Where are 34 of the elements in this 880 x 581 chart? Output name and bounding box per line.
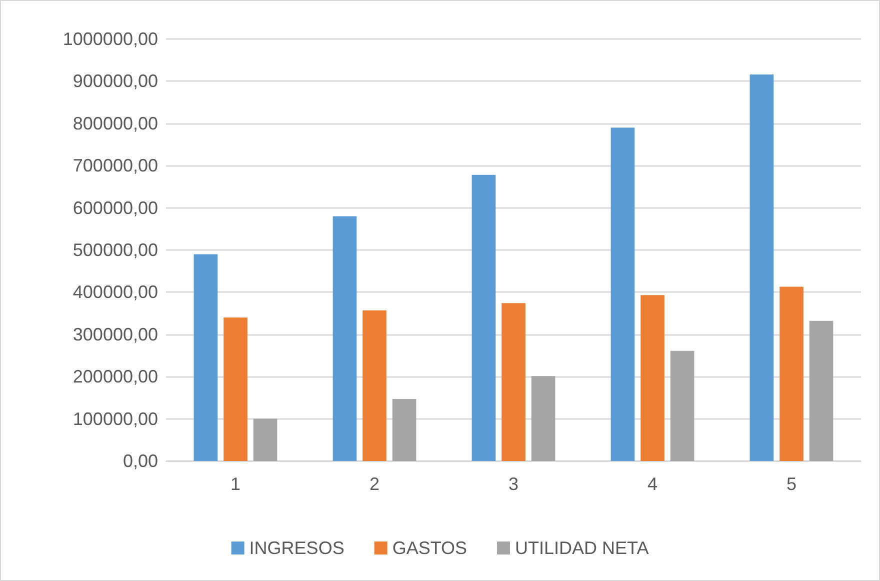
y-tick-label: 1000000,00 [62, 29, 158, 49]
bar [392, 398, 416, 461]
bar [332, 216, 357, 461]
legend-label: GASTOS [392, 538, 468, 558]
bar [224, 318, 248, 461]
y-tick-label: 900000,00 [72, 71, 158, 92]
bar [640, 295, 664, 461]
x-tick-label: 1 [230, 474, 241, 494]
y-tick-label: 100000,00 [72, 408, 158, 429]
legend-label: UTILIDAD NETA [515, 538, 649, 558]
bar [194, 254, 218, 461]
bar [750, 74, 774, 461]
y-tick-label: 800000,00 [72, 113, 158, 134]
bar [531, 376, 556, 461]
bar [809, 320, 834, 461]
y-tick-label: 600000,00 [72, 198, 158, 218]
y-tick-label: 700000,00 [72, 156, 158, 176]
x-tick-label: 4 [647, 474, 658, 494]
bar [502, 303, 526, 461]
x-tick-label: 2 [369, 474, 380, 494]
y-tick-label: 400000,00 [72, 282, 158, 302]
bar [253, 418, 278, 461]
bar [610, 128, 635, 461]
x-tick-label: 3 [508, 474, 519, 494]
bar [780, 286, 804, 461]
bar [472, 174, 496, 461]
y-tick-label: 300000,00 [72, 324, 158, 344]
bar [362, 310, 386, 461]
bar [670, 350, 694, 461]
legend-label: INGRESOS [249, 538, 344, 558]
y-tick-label: 500000,00 [72, 240, 158, 260]
x-tick-label: 5 [786, 474, 797, 494]
y-tick-label: 0,00 [122, 451, 158, 471]
y-tick-label: 200000,00 [72, 366, 158, 387]
